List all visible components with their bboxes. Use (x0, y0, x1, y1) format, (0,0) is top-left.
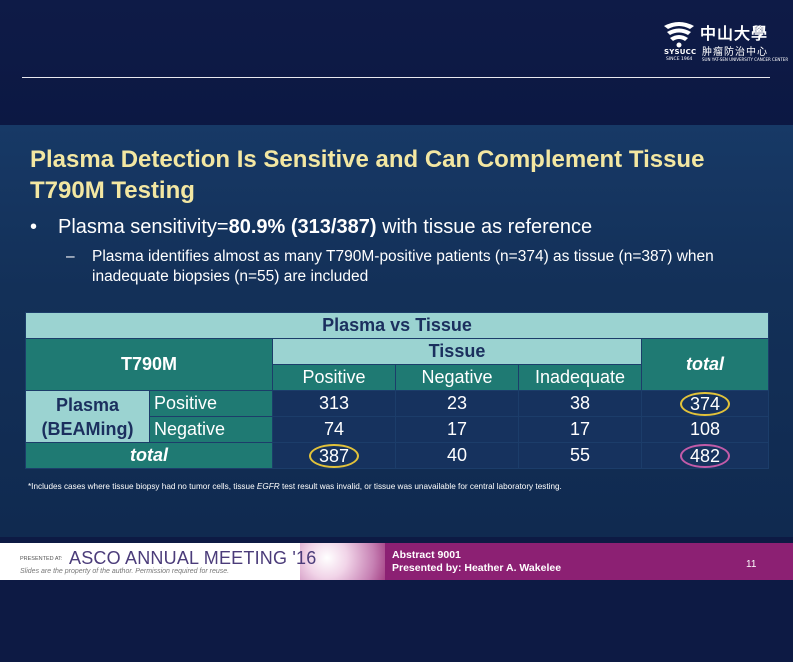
table-cell: 313 (272, 390, 396, 417)
sub-bullet-marker: – (66, 248, 75, 265)
footer-presenter: Presented by: Heather A. Wakelee (392, 562, 562, 574)
row-group-line2: (BEAMing) (41, 418, 134, 439)
sub-bullet-text: Plasma identifies almost as many T790M-p… (92, 248, 714, 285)
logo-name-en: SUN YAT-SEN UNIVERSITY CANCER CENTER (702, 57, 789, 62)
total-cell: 387 (272, 442, 396, 469)
footer-presented-at: PRESENTED AT: (20, 556, 63, 562)
footer-abstract: Abstract 9001 Presented by: Heather A. W… (392, 549, 561, 575)
footer-magenta-band (385, 543, 793, 580)
page-number: 11 (746, 559, 757, 570)
footer-abstract-number: Abstract 9001 (392, 549, 461, 561)
col-header-positive: Positive (272, 364, 396, 391)
logo-sub-cn: 肿瘤防治中心 (702, 47, 768, 58)
footer-decorative-image (300, 543, 390, 580)
row-group-header: Plasma (BEAMing) (25, 390, 150, 443)
bullet-prefix: Plasma sensitivity= (58, 216, 229, 238)
bottom-band (0, 580, 793, 662)
footnote-post: test result was invalid, or tissue was u… (279, 482, 562, 491)
logo-abbr: SYSUCC (664, 48, 697, 56)
table-cell: 38 (518, 390, 642, 417)
footer-meeting-name: ASCO ANNUAL MEETING '16 (69, 548, 317, 568)
plasma-vs-tissue-table: Plasma vs Tissue T790M Tissue total Posi… (24, 312, 770, 469)
highlight-circle-yellow: 374 (679, 391, 731, 416)
highlight-circle-yellow: 387 (308, 443, 360, 468)
sysucc-emblem-icon (664, 22, 694, 48)
header-divider (22, 77, 770, 78)
total-cell: 55 (518, 442, 642, 469)
table-caption: Plasma vs Tissue (24, 312, 770, 339)
footer-white-band (0, 543, 330, 580)
total-header: total (640, 338, 770, 391)
table-cell: 23 (395, 390, 519, 417)
table-footnote: *Includes cases where tissue biopsy had … (28, 482, 773, 491)
header-band (0, 0, 793, 125)
row-group-line1: Plasma (55, 394, 120, 415)
row-label-positive: Positive (149, 390, 273, 417)
col-header-negative: Negative (395, 364, 519, 391)
footnote-pre: *Includes cases where tissue biopsy had … (28, 482, 257, 491)
logo-name-cn: 中山大學 (700, 24, 769, 43)
table-cell: 74 (272, 416, 396, 443)
col-header-inadequate: Inadequate (518, 364, 642, 391)
bullet-marker: • (30, 216, 38, 238)
bullet-suffix: with tissue as reference (376, 216, 593, 238)
logo-since: SINCE 1964 (666, 57, 693, 62)
footer-slides-note: Slides are the property of the author. P… (20, 568, 230, 575)
table-cell: 17 (518, 416, 642, 443)
row-label-negative: Negative (149, 416, 273, 443)
row-total-cell: 108 (640, 416, 770, 443)
grand-total-cell: 482 (640, 442, 770, 469)
bullet-bold: 80.9% (313/387) (228, 216, 377, 238)
sysucc-logo: SYSUCC SINCE 1964 中山大學 肿瘤防治中心 SUN YAT-SE… (662, 18, 788, 66)
footnote-em: EGFR (256, 482, 280, 491)
table-cell: 17 (395, 416, 519, 443)
bullet-sensitivity: • Plasma sensitivity=80.9% (313/387) with… (30, 216, 592, 239)
tissue-header: Tissue (272, 338, 642, 365)
row-total-cell: 374 (640, 390, 770, 417)
sub-bullet: – Plasma identifies almost as many T790M… (66, 247, 776, 287)
slide-title: Plasma Detection Is Sensitive and Can Co… (30, 146, 705, 204)
total-cell: 40 (395, 442, 519, 469)
highlight-circle-pink: 482 (679, 443, 731, 468)
table-corner-header: T790M (25, 338, 273, 391)
total-row-label: total (25, 442, 273, 469)
